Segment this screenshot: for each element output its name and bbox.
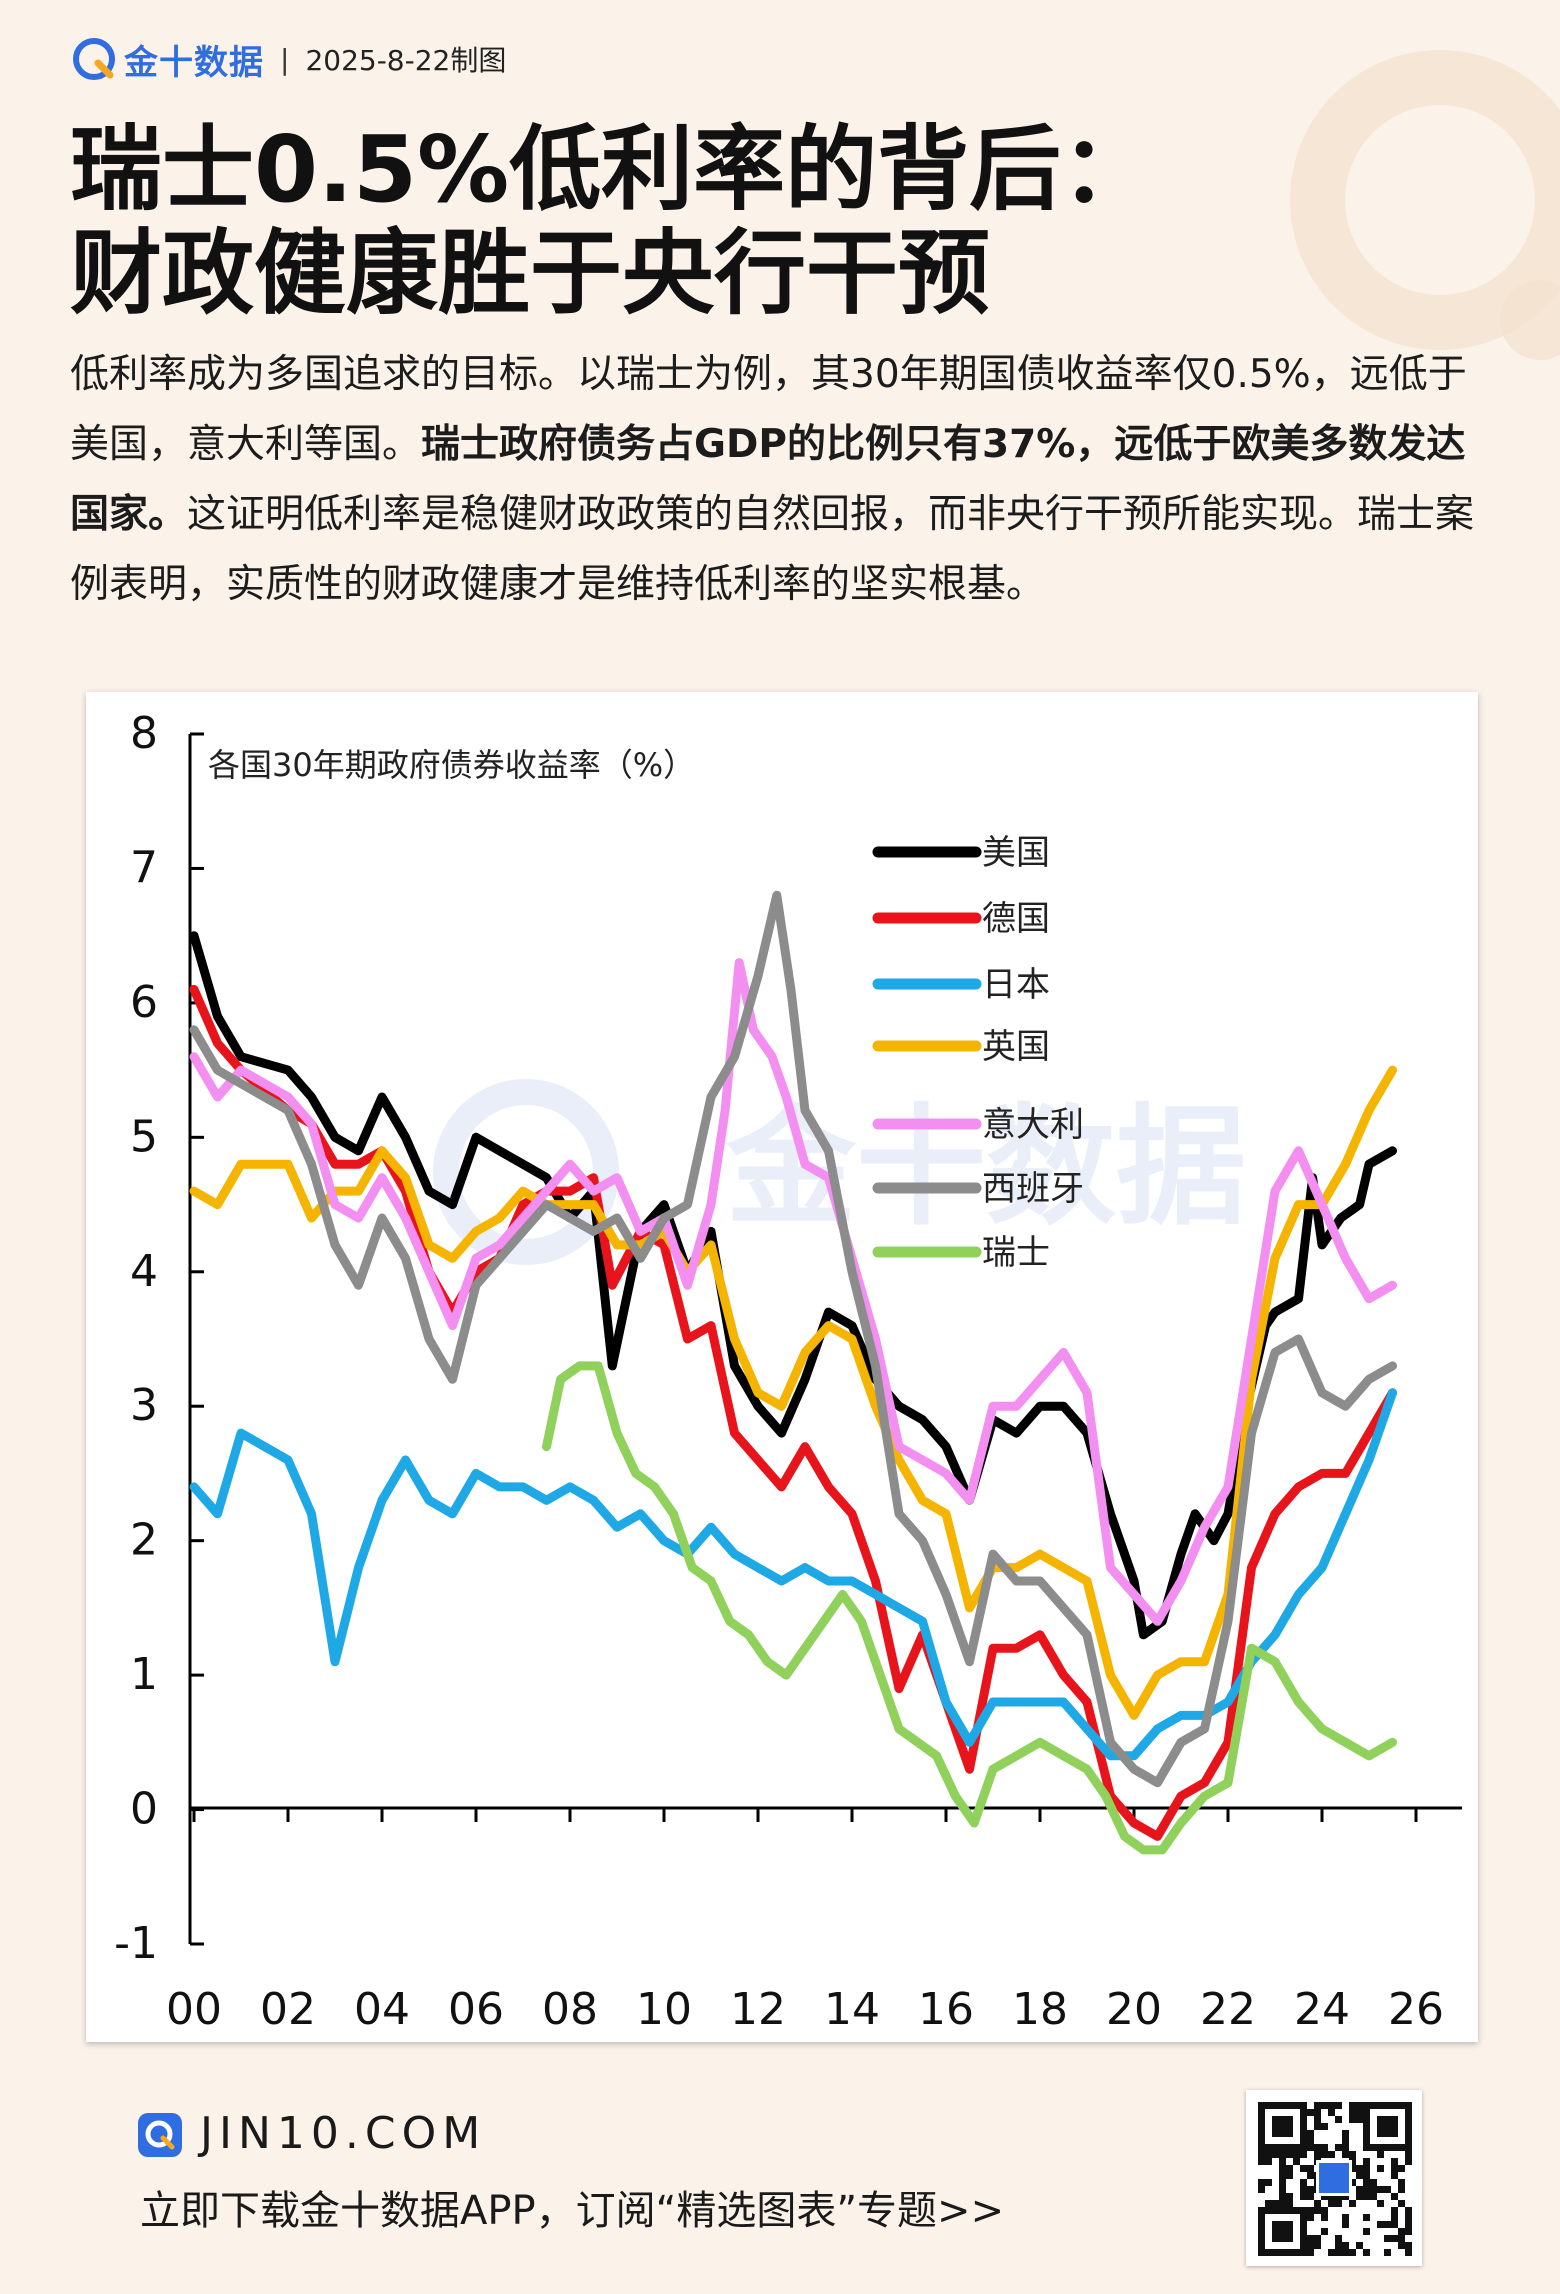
chart-card: 金十数据 -1 0 1 2 3 4 5 6 7 8 00 02 04 06 08 10 12 14 16 18 20 22 2… [86,692,1478,2042]
jin10-logo-icon [73,38,115,80]
summary-paragraph: 低利率成为多国追求的目标。以瑞士为例，其30年期国债收益率仅0.5%，远低于美国… [70,340,1490,620]
x-tick-label: 08 [542,1984,598,2035]
header: 金十数据 | 2025-8-22制图 [72,36,507,83]
title-line-2: 财政健康胜于央行干预 [70,220,991,327]
brand-name: 金十数据 [124,42,264,83]
page-title: 瑞士0.5%低利率的背后： 财政健康胜于央行干预 [70,118,1450,326]
series-line-瑞士 [542,1361,1397,1855]
x-tick-label: 02 [260,1984,316,2035]
x-tick-label: 04 [354,1984,410,2035]
y-tick-label: 7 [130,842,158,893]
legend-label: 瑞士 [982,1233,1050,1273]
x-tick-label: 10 [636,1984,692,2035]
legend-label: 英国 [982,1027,1050,1067]
qr-code-icon[interactable] [1246,2090,1422,2266]
legend-label: 德国 [982,899,1050,939]
summary-text-2: 这证明低利率是稳健财政政策的自然回报，而非央行干预所能实现。瑞士案例表明，实质性… [70,492,1475,607]
y-tick-label: 2 [130,1515,158,1566]
y-tick-label: 5 [130,1111,158,1162]
y-tick-label: 4 [130,1246,158,1297]
chart-title: 各国30年期政府债券收益率（%） [208,746,695,784]
y-tick-label: 6 [130,977,158,1028]
brand-watermark-icon [1290,50,1560,360]
series-line-日本 [189,1388,1397,1761]
summary-text-1: 低利率成为多国追求的目标。以瑞士为例，其30年期国债收益率仅0.5%，远低于美国… [70,352,1467,467]
x-tick-label: 22 [1200,1984,1256,2035]
y-tick-label: 1 [130,1649,158,1700]
y-tick-label: 0 [130,1784,158,1835]
y-tick-label: 3 [130,1380,158,1431]
x-tick-label: 12 [730,1984,786,2035]
x-tick-label: 18 [1012,1984,1068,2035]
legend-label: 美国 [982,833,1050,873]
summary-highlight: 瑞士政府债务占GDP的比例只有37%，远低于欧美多数发达国家。 [70,422,1466,537]
x-tick-label: 20 [1106,1984,1162,2035]
x-tick-label: 24 [1294,1984,1350,2035]
legend-label: 日本 [982,965,1050,1005]
series-line-英国 [189,1065,1397,1720]
series-line-西班牙 [189,890,1397,1788]
y-tick-label: 8 [130,708,158,759]
watermark-icon [433,1079,619,1265]
footer-logo-icon [138,2113,182,2157]
legend-label: 意大利 [982,1105,1084,1145]
download-prompt[interactable]: 立即下载金十数据APP，订阅“精选图表”专题>> [140,2188,1005,2234]
legend-label: 西班牙 [982,1169,1084,1209]
series-line-意大利 [189,958,1397,1626]
series-line-德国 [189,984,1397,1841]
x-tick-label: 26 [1388,1984,1444,2035]
title-line-1: 瑞士0.5%低利率的背后： [70,116,1154,223]
header-separator: | [280,42,290,76]
chart-date: 2025-8-22制图 [305,44,507,77]
x-tick-label: 06 [448,1984,504,2035]
site-url[interactable]: JIN10.COM [200,2108,487,2159]
x-tick-label: 16 [918,1984,974,2035]
x-tick-label: 14 [824,1984,880,2035]
x-tick-label: 00 [166,1984,222,2035]
y-tick-label: -1 [114,1918,158,1969]
